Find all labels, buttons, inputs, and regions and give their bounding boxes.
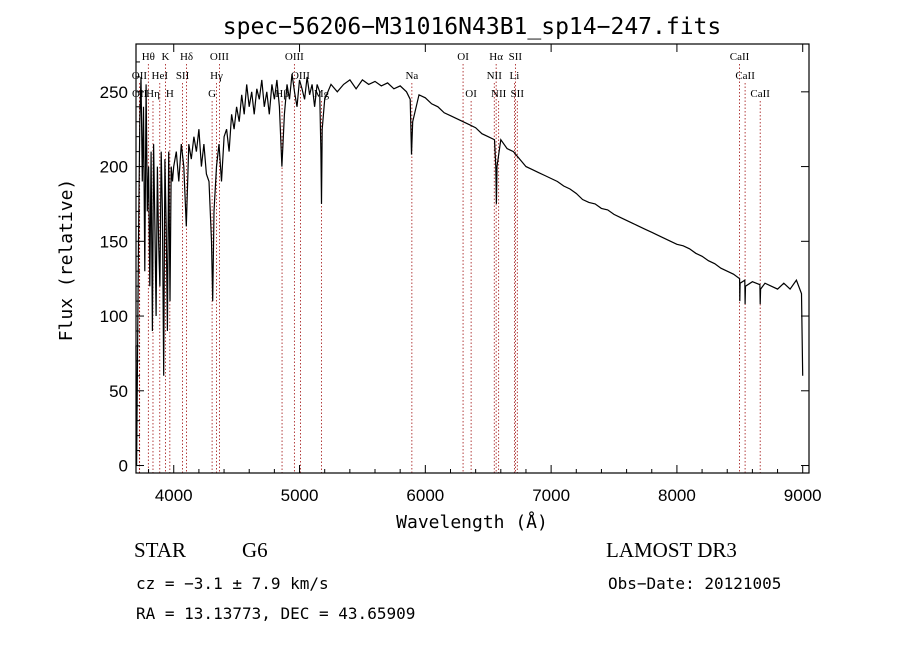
line-label-17: CaII bbox=[735, 70, 755, 82]
x-tick-label-4: 8000 bbox=[658, 486, 696, 505]
line-label-0: Hθ bbox=[142, 51, 155, 63]
line-label-24: OI bbox=[465, 88, 477, 100]
spectrum-chart: spec−56206−M31016N43B1_sp14−247.fits Hθ K… bbox=[56, 14, 822, 533]
line-label-9: OII bbox=[132, 70, 148, 82]
line-label-1: K bbox=[161, 51, 169, 63]
line-label-6: Hα bbox=[489, 51, 503, 63]
line-label-5: OI bbox=[457, 51, 469, 63]
observation-date: Obs−Date: 20121005 bbox=[608, 574, 782, 593]
object-class: STAR bbox=[134, 538, 186, 562]
line-label-12: Hγ bbox=[210, 70, 223, 82]
line-label-7: SII bbox=[509, 51, 523, 63]
line-label-11: SII bbox=[176, 70, 190, 82]
coordinates: RA = 13.13773, DEC = 43.65909 bbox=[136, 604, 416, 623]
spectral-line-markers bbox=[138, 64, 761, 473]
x-tick-label-1: 5000 bbox=[281, 486, 319, 505]
y-tick-label-4: 200 bbox=[100, 158, 128, 177]
x-tick-label-5: 9000 bbox=[784, 486, 822, 505]
y-tick-label-2: 100 bbox=[100, 307, 128, 326]
x-tick-label-0: 4000 bbox=[155, 486, 193, 505]
line-label-3: OIII bbox=[210, 51, 229, 63]
chart-title: spec−56206−M31016N43B1_sp14−247.fits bbox=[223, 14, 722, 40]
line-label-10: HeI bbox=[152, 70, 169, 82]
line-label-19: Hη bbox=[146, 88, 160, 100]
line-label-21: G bbox=[208, 88, 216, 100]
y-tick-label-5: 250 bbox=[100, 83, 128, 102]
line-label-4: OIII bbox=[285, 51, 304, 63]
axis-ticks: 4000 5000 6000 7000 8000 9000 0 50 100 150 200 250 bbox=[100, 44, 822, 505]
line-label-20: H bbox=[166, 88, 174, 100]
y-tick-label-3: 150 bbox=[100, 232, 128, 251]
x-tick-label-3: 7000 bbox=[532, 486, 570, 505]
survey-name: LAMOST DR3 bbox=[606, 538, 737, 562]
redshift-cz: cz = −3.1 ± 7.9 km/s bbox=[136, 574, 329, 593]
line-label-27: CaII bbox=[750, 88, 770, 100]
object-subclass: G6 bbox=[242, 538, 268, 562]
x-tick-label-2: 6000 bbox=[406, 486, 444, 505]
line-label-26: SII bbox=[511, 88, 525, 100]
line-label-15: NII bbox=[487, 70, 503, 82]
y-tick-label-1: 50 bbox=[109, 382, 128, 401]
line-label-13: OIII bbox=[291, 70, 310, 82]
plot-frame bbox=[135, 43, 810, 474]
y-tick-label-0: 0 bbox=[119, 457, 128, 476]
x-axis-label: Wavelength (Å) bbox=[396, 511, 548, 533]
spectrum-line bbox=[135, 73, 804, 466]
spectral-line-labels: Hθ K Hδ OIII OIII OI Hα SII CaII OII HeI SII Hγ OIII N… bbox=[132, 51, 771, 100]
line-label-14: Na bbox=[405, 70, 418, 82]
y-axis-label: Flux (relative) bbox=[56, 179, 77, 342]
line-label-2: Hδ bbox=[180, 51, 193, 63]
line-label-16: Li bbox=[509, 70, 519, 82]
line-label-25: NII bbox=[491, 88, 507, 100]
line-label-8: CaII bbox=[730, 51, 750, 63]
